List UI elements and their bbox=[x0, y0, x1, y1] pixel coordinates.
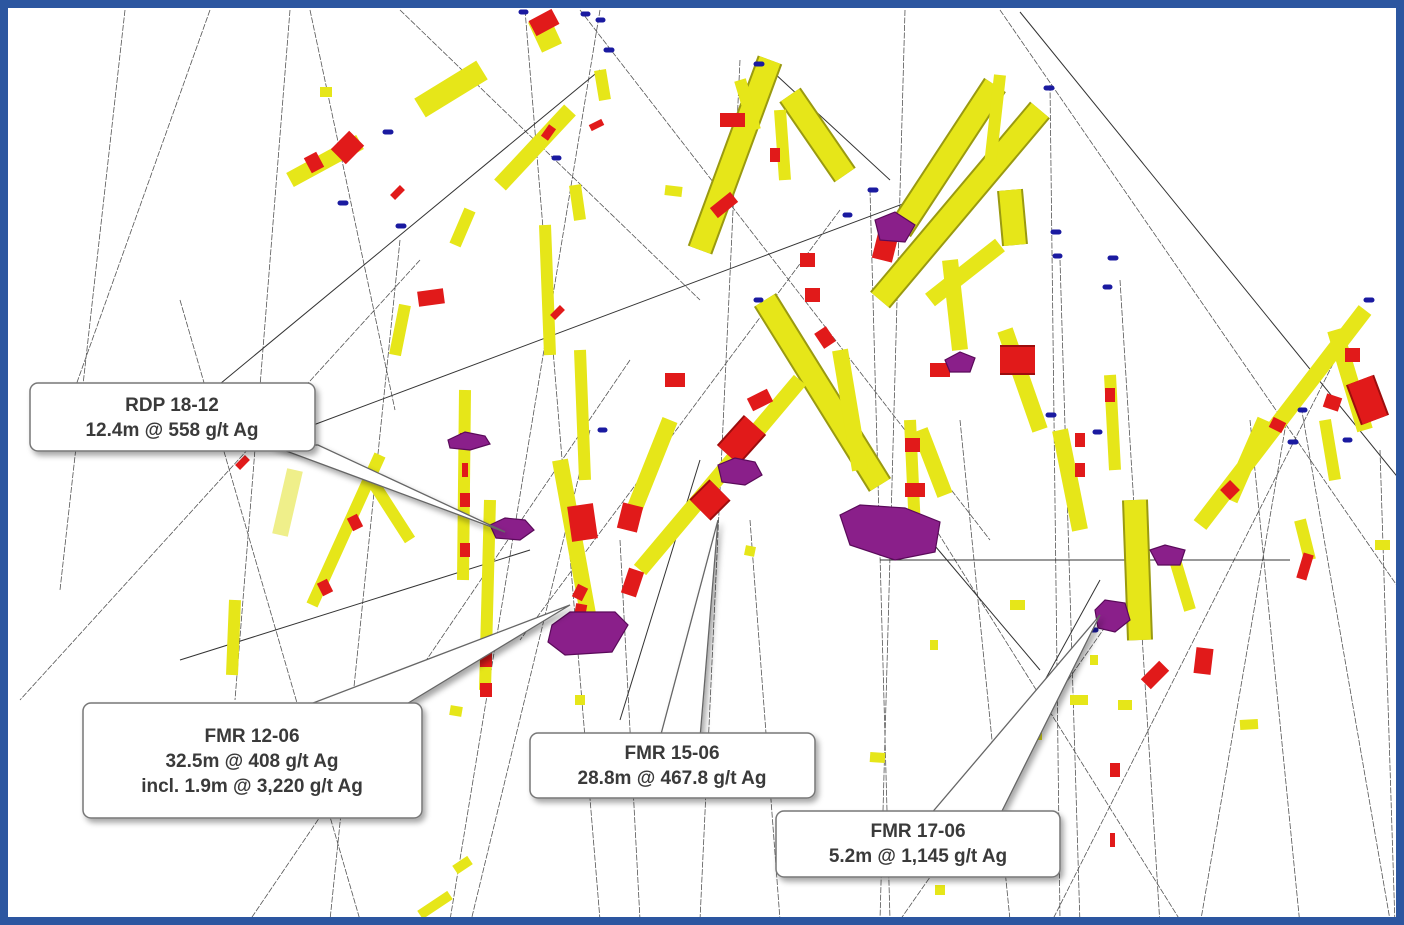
cylinder-small bbox=[320, 87, 1390, 920]
callout-box bbox=[529, 732, 816, 799]
purple-intercepts bbox=[447, 211, 1186, 656]
callout-title: FMR 17-06 bbox=[870, 821, 965, 842]
intercept-hex bbox=[874, 211, 916, 243]
callout-title: FMR 15-06 bbox=[624, 743, 719, 764]
yellow-intervals bbox=[226, 13, 1390, 920]
callout-box bbox=[775, 810, 1061, 878]
cylinder-body bbox=[414, 13, 1151, 641]
callout-box bbox=[29, 382, 316, 452]
callout: FMR 15-06 28.8m @ 467.8 g/t Ag bbox=[529, 732, 816, 799]
intercept-hex bbox=[1149, 544, 1186, 566]
callout: FMR 17-06 5.2m @ 1,145 g/t Ag bbox=[775, 810, 1061, 878]
callout-line: 5.2m @ 1,145 g/t Ag bbox=[829, 846, 1007, 867]
callout-line: 28.8m @ 467.8 g/t Ag bbox=[578, 768, 767, 789]
intercept-hex bbox=[489, 517, 535, 541]
intercept-hex bbox=[717, 457, 763, 486]
red-band bbox=[330, 8, 1388, 690]
callout: RDP 18-12 12.4m @ 558 g/t Ag bbox=[29, 382, 316, 452]
intercept-hex bbox=[839, 504, 941, 561]
callout-line: incl. 1.9m @ 3,220 g/t Ag bbox=[141, 776, 363, 797]
callout-title: FMR 12-06 bbox=[204, 726, 299, 747]
callout-box bbox=[82, 702, 423, 819]
collar-markers bbox=[337, 9, 1375, 633]
intercept-hex bbox=[447, 431, 491, 451]
red-intervals bbox=[235, 8, 1390, 847]
red-band-thin bbox=[235, 113, 1360, 847]
callout: FMR 12-06 32.5m @ 408 g/t Ag incl. 1.9m … bbox=[82, 702, 423, 819]
intercept-hex bbox=[1094, 599, 1131, 633]
cylinder-body-thin bbox=[226, 69, 1341, 691]
callout-line: 12.4m @ 558 g/t Ag bbox=[85, 420, 258, 441]
cylinder-body-pale bbox=[272, 468, 303, 537]
intercept-hex bbox=[547, 611, 629, 656]
callout-title: RDP 18-12 bbox=[125, 395, 219, 416]
intercept-hex bbox=[944, 351, 976, 373]
callout-line: 32.5m @ 408 g/t Ag bbox=[165, 751, 338, 772]
